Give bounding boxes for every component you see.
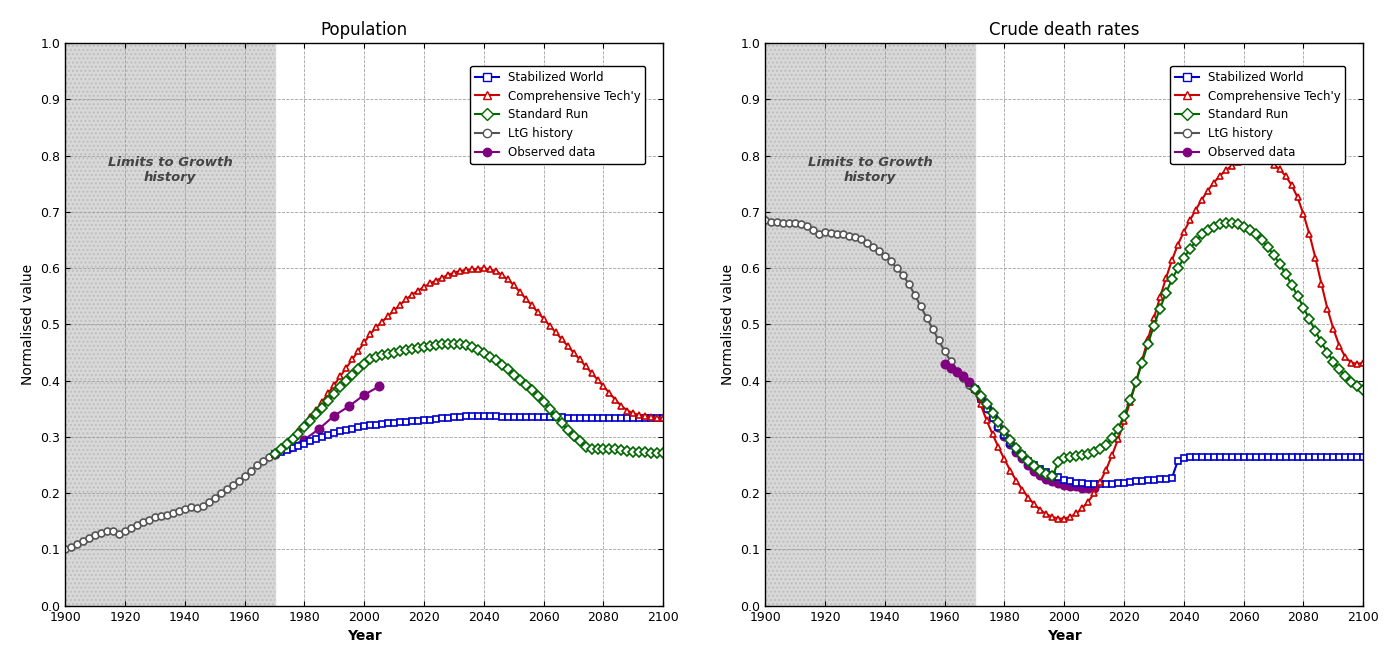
Title: Crude death rates: Crude death rates [988,21,1140,39]
X-axis label: Year: Year [1047,629,1082,643]
X-axis label: Year: Year [347,629,382,643]
Y-axis label: Normalised value: Normalised value [721,264,735,385]
Bar [66,43,274,606]
Legend: Stabilized World, Comprehensive Tech'y, Standard Run, LtG history, Observed data: Stabilized World, Comprehensive Tech'y, … [470,66,645,164]
Bar [766,43,974,606]
Text: Limits to Growth
history: Limits to Growth history [108,156,232,184]
Legend: Stabilized World, Comprehensive Tech'y, Standard Run, LtG history, Observed data: Stabilized World, Comprehensive Tech'y, … [1170,66,1345,164]
Bar [66,43,274,606]
Y-axis label: Normalised value: Normalised value [21,264,35,385]
Bar [766,43,974,606]
Text: Limits to Growth
history: Limits to Growth history [808,156,932,184]
Title: Population: Population [321,21,407,39]
